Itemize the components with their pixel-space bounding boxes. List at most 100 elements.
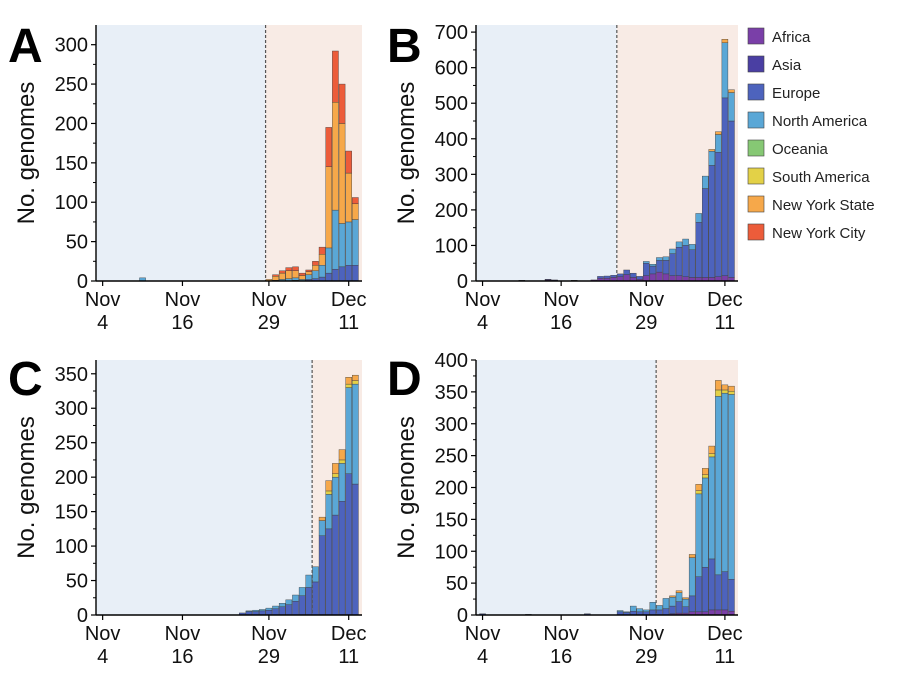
legend-swatch: [747, 195, 765, 213]
bar-segment-europe: [702, 188, 709, 278]
bar-segment-north-america: [669, 596, 676, 607]
x-tick-label-month: Dec: [707, 289, 743, 311]
bar: [688, 244, 696, 282]
bar-segment-asia: [544, 279, 552, 281]
bar: [258, 609, 266, 616]
bar-segment-new-york-state: [352, 203, 359, 220]
bar-segment-north-america: [682, 238, 689, 246]
bar-segment-africa: [675, 275, 683, 282]
bar: [688, 554, 696, 616]
bar-segment-europe: [603, 275, 611, 279]
panel-a: 050100150200250300Nov4Nov16Nov29Dec11No.…: [8, 20, 366, 334]
x-tick-label-day: 11: [715, 646, 736, 668]
legend-swatch: [747, 111, 765, 129]
bar-segment-north-america: [695, 213, 702, 223]
bar-segment-europe: [292, 601, 299, 616]
bar: [312, 566, 319, 616]
bar-segment-north-america: [662, 598, 670, 609]
x-tick-label-month: Nov: [543, 623, 579, 645]
x-tick-label-day: 29: [258, 646, 280, 668]
bar-segment-new-york-state: [688, 554, 696, 558]
legend-item: Africa: [747, 27, 811, 46]
bar-segment-new-york-state: [298, 275, 306, 280]
bar-segment-new-york-state: [305, 271, 313, 275]
bar-segment-europe: [332, 514, 339, 616]
y-tick-label: 200: [55, 113, 88, 135]
x-tick-label-month: Nov: [85, 289, 121, 311]
bar: [643, 261, 650, 282]
bar-segment-north-america: [312, 566, 319, 583]
bar-segment-north-america: [728, 394, 735, 580]
bar-segment-europe: [721, 97, 729, 276]
y-tick-label: 100: [435, 235, 468, 257]
bar-segment-south-america: [728, 391, 735, 395]
bar-segment-europe: [682, 245, 689, 277]
bar-segment-north-america: [345, 387, 352, 474]
y-tick-label: 150: [55, 502, 88, 524]
bar-segment-europe: [332, 268, 339, 282]
legend-item: South America: [747, 167, 870, 186]
bar-segment-north-america: [252, 609, 259, 612]
panel-c: 050100150200250300350Nov4Nov16Nov29Dec11…: [8, 353, 366, 668]
x-tick-label-day: 4: [477, 312, 488, 334]
bar-segment-africa: [715, 609, 722, 616]
bar-segment-north-america: [728, 92, 735, 122]
bar-segment-north-america: [325, 247, 333, 274]
x-tick-label-day: 16: [171, 312, 193, 334]
bar-segment-north-america: [332, 209, 339, 270]
x-tick-label-day: 29: [635, 312, 657, 334]
panel-d-bg-before: [476, 360, 657, 615]
bar: [318, 516, 326, 616]
y-tick-label: 200: [435, 200, 468, 222]
bar: [325, 480, 333, 616]
bar-segment-europe: [629, 272, 637, 278]
bar: [715, 380, 722, 616]
bar: [636, 608, 643, 616]
legend: Africa Asia Europe North America Oceania Sout…: [747, 27, 875, 242]
bar-segment-europe: [656, 260, 663, 273]
y-tick-label: 100: [55, 192, 88, 214]
bar-segment-new-york-city: [332, 50, 339, 103]
bar-segment-new-york-state: [312, 265, 319, 271]
bar-segment-europe: [265, 609, 273, 616]
bar-segment-north-america: [305, 574, 313, 588]
x-tick-label-month: Nov: [465, 289, 501, 311]
bar-segment-new-york-city: [292, 266, 299, 271]
bar: [616, 273, 624, 282]
bar-segment-north-america: [636, 608, 643, 613]
y-tick-label: 600: [435, 58, 468, 80]
bar: [603, 275, 611, 282]
bar-segment-new-york-state: [332, 463, 339, 474]
bar-segment-europe: [597, 276, 604, 279]
bar: [285, 267, 293, 282]
bar-segment-north-america: [715, 134, 722, 153]
panel-c-ylabel: No. genomes: [13, 416, 40, 559]
x-tick-label-month: Nov: [251, 289, 287, 311]
bar-segment-europe: [338, 501, 346, 616]
bar: [695, 484, 702, 616]
x-tick-label-month: Nov: [251, 623, 287, 645]
bar: [325, 127, 333, 282]
legend-label: Oceania: [772, 141, 829, 158]
y-tick-label: 100: [435, 541, 468, 563]
y-tick-label: 150: [435, 509, 468, 531]
bar: [345, 377, 352, 616]
panel-a-bg-before: [96, 25, 266, 281]
bar: [695, 213, 702, 282]
bar-segment-north-america: [669, 248, 676, 254]
bar-segment-new-york-state: [325, 166, 333, 249]
legend-label: New York City: [772, 225, 866, 242]
bar-segment-north-america: [258, 609, 266, 612]
bar-segment-new-york-state: [669, 595, 676, 598]
bar-segment-europe: [708, 165, 716, 278]
bar: [305, 269, 313, 282]
bar-segment-europe: [278, 606, 286, 616]
y-tick-label: 50: [66, 571, 88, 593]
bar: [352, 374, 359, 616]
bar-segment-north-america: [629, 605, 637, 612]
y-tick-label: 250: [435, 446, 468, 468]
panel-c-bg-before: [96, 360, 313, 615]
bar: [649, 264, 657, 282]
bar-segment-new-york-city: [325, 127, 333, 167]
bar: [682, 238, 689, 282]
